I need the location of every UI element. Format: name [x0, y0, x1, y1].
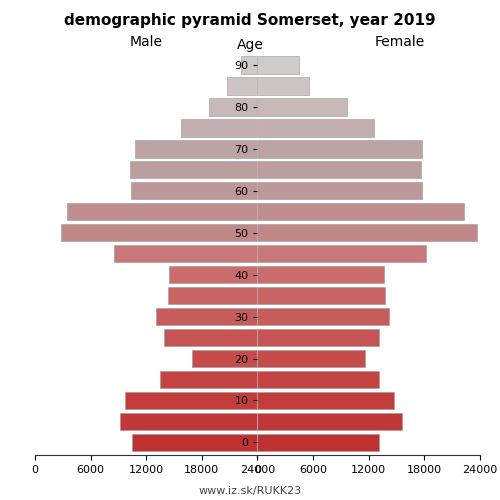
Bar [114, 245, 258, 262]
Bar [170, 266, 258, 283]
Bar [66, 203, 258, 220]
Bar [120, 413, 258, 430]
Bar [258, 350, 365, 367]
Bar [258, 56, 299, 74]
Bar [135, 140, 258, 158]
Bar [258, 224, 477, 242]
Bar [210, 98, 258, 116]
Bar [258, 434, 379, 451]
Bar [258, 182, 422, 200]
Bar [258, 140, 422, 158]
Bar [258, 162, 420, 178]
Bar [258, 245, 426, 262]
Bar [258, 98, 346, 116]
Bar [182, 120, 258, 136]
Bar [258, 203, 464, 220]
Bar [258, 413, 402, 430]
Bar [130, 162, 258, 178]
Bar [258, 287, 384, 304]
Bar [156, 308, 258, 325]
Text: www.iz.sk/RUKK23: www.iz.sk/RUKK23 [198, 486, 302, 496]
Text: Female: Female [374, 34, 424, 48]
Bar [258, 266, 384, 283]
Bar [132, 434, 258, 451]
Bar [160, 371, 258, 388]
Bar [241, 56, 258, 74]
Bar [258, 392, 394, 409]
Bar [258, 329, 379, 346]
Bar [61, 224, 258, 242]
Bar [125, 392, 258, 409]
Bar [164, 329, 258, 346]
Text: demographic pyramid Somerset, year 2019: demographic pyramid Somerset, year 2019 [64, 12, 436, 28]
Text: Age: Age [236, 38, 264, 52]
Bar [258, 371, 379, 388]
Bar [168, 287, 258, 304]
Title: Male: Male [130, 34, 162, 48]
Bar [258, 308, 389, 325]
Bar [258, 78, 310, 94]
Bar [258, 120, 374, 136]
Bar [132, 182, 258, 200]
Bar [227, 78, 258, 94]
Bar [192, 350, 258, 367]
